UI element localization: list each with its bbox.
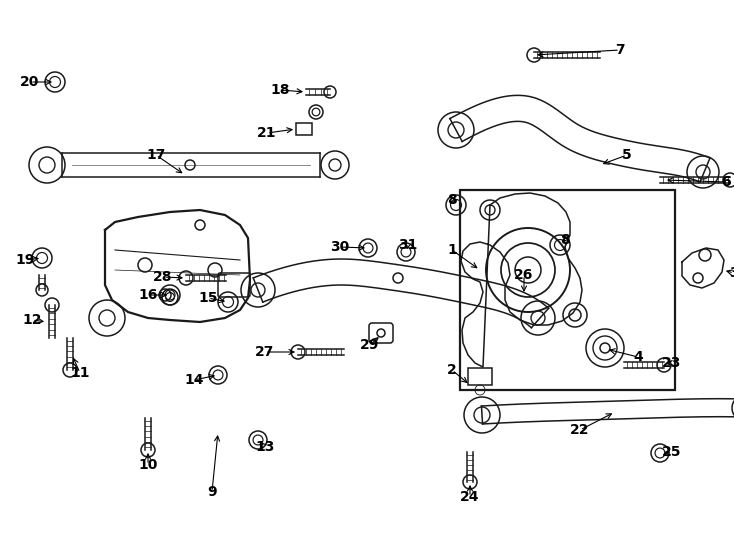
Bar [460,190,675,390]
Text: 3: 3 [729,266,734,280]
Text: 9: 9 [207,485,217,499]
Text: 5: 5 [622,148,632,162]
Text: 19: 19 [15,253,34,267]
Text: 18: 18 [270,83,290,97]
Text: 2: 2 [447,363,457,377]
Text: 17: 17 [146,148,166,162]
Text: 4: 4 [633,350,643,364]
Text: 11: 11 [70,366,90,380]
Text: 27: 27 [255,345,275,359]
Text: 26: 26 [515,268,534,282]
Text: 10: 10 [138,458,158,472]
Text: 24: 24 [460,490,480,504]
Text: 23: 23 [662,356,682,370]
Text: 12: 12 [22,313,42,327]
Bar [296,123,312,135]
Text: 21: 21 [257,126,277,140]
Text: 14: 14 [184,373,204,387]
Text: 28: 28 [153,270,172,284]
Text: 8: 8 [447,193,457,207]
Text: 20: 20 [21,75,40,89]
Text: 15: 15 [198,291,218,305]
Text: 31: 31 [399,238,418,252]
Text: 29: 29 [360,338,379,352]
Text: 22: 22 [570,423,589,437]
Text: 13: 13 [255,440,275,454]
Text: 16: 16 [138,288,158,302]
Text: 30: 30 [330,240,349,254]
Text: 25: 25 [662,445,682,459]
Bar [468,368,492,385]
Text: 1: 1 [447,243,457,257]
Text: 7: 7 [615,43,625,57]
Text: 8: 8 [560,233,570,247]
Text: 6: 6 [722,175,731,189]
